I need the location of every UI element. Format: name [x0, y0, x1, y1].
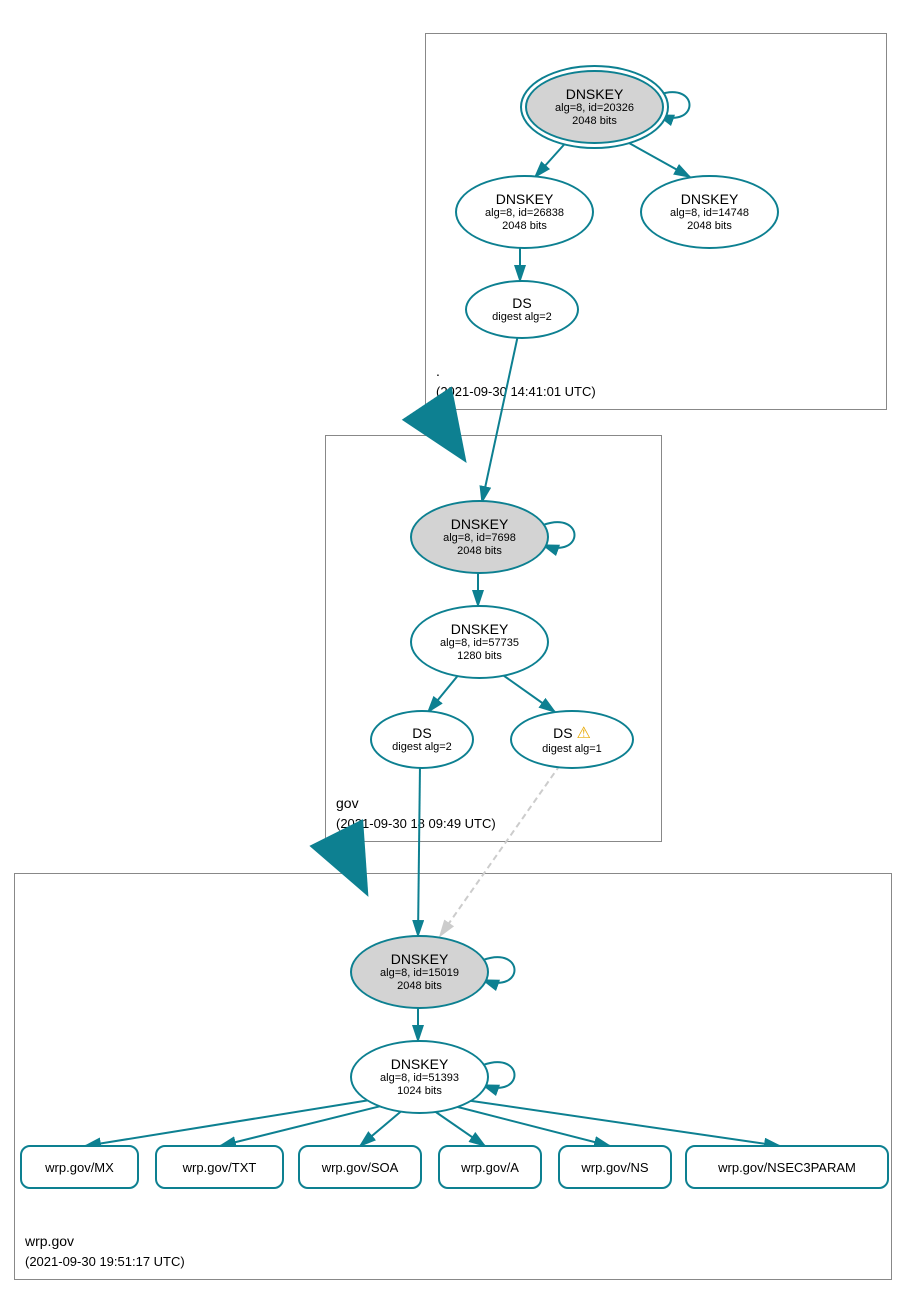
node-root-ksk: DNSKEY alg=8, id=20326 2048 bits — [525, 70, 664, 144]
zone-gov-timestamp: (2021-09-30 18 09:49 UTC) — [336, 816, 496, 831]
node-sub1: alg=8, id=57735 — [440, 637, 519, 650]
node-gov-ksk: DNSKEY alg=8, id=7698 2048 bits — [410, 500, 549, 574]
node-sub2: 1280 bits — [457, 650, 502, 663]
node-sub2: 2048 bits — [572, 115, 617, 128]
node-title: DS — [412, 725, 431, 741]
node-sub1: alg=8, id=51393 — [380, 1072, 459, 1085]
node-title: DNSKEY — [451, 516, 509, 532]
node-root-ds: DS digest alg=2 — [465, 280, 579, 339]
node-gov-zsk: DNSKEY alg=8, id=57735 1280 bits — [410, 605, 549, 679]
node-rr-nsec3: wrp.gov/NSEC3PARAM — [685, 1145, 889, 1189]
zone-wrp-label: wrp.gov — [25, 1233, 74, 1249]
warning-icon: ⚠ — [577, 723, 591, 743]
node-root-zsk1: DNSKEY alg=8, id=26838 2048 bits — [455, 175, 594, 249]
node-sub2: 2048 bits — [687, 220, 732, 233]
node-rr-mx: wrp.gov/MX — [20, 1145, 139, 1189]
node-sub1: alg=8, id=14748 — [670, 207, 749, 220]
node-title: DNSKEY — [496, 191, 554, 207]
zone-root-timestamp: (2021-09-30 14:41:01 UTC) — [436, 384, 596, 399]
node-sub2: 2048 bits — [502, 220, 547, 233]
node-wrp-zsk: DNSKEY alg=8, id=51393 1024 bits — [350, 1040, 489, 1114]
node-sub1: alg=8, id=7698 — [443, 532, 516, 545]
rr-label: wrp.gov/A — [461, 1160, 519, 1175]
node-sub1: alg=8, id=26838 — [485, 207, 564, 220]
node-sub1: digest alg=2 — [392, 741, 452, 754]
node-wrp-ksk: DNSKEY alg=8, id=15019 2048 bits — [350, 935, 489, 1009]
node-title: DS — [512, 295, 531, 311]
node-rr-txt: wrp.gov/TXT — [155, 1145, 284, 1189]
node-rr-a: wrp.gov/A — [438, 1145, 542, 1189]
node-title: DNSKEY — [681, 191, 739, 207]
rr-label: wrp.gov/NSEC3PARAM — [718, 1160, 856, 1175]
node-sub2: 1024 bits — [397, 1085, 442, 1098]
rr-label: wrp.gov/TXT — [183, 1160, 257, 1175]
node-sub2: 2048 bits — [397, 980, 442, 993]
node-root-zsk2: DNSKEY alg=8, id=14748 2048 bits — [640, 175, 779, 249]
rr-label: wrp.gov/MX — [45, 1160, 114, 1175]
node-title: DS — [553, 725, 572, 741]
node-sub1: digest alg=2 — [492, 311, 552, 324]
node-rr-ns: wrp.gov/NS — [558, 1145, 672, 1189]
node-gov-ds2: DS ⚠ digest alg=1 — [510, 710, 634, 769]
node-rr-soa: wrp.gov/SOA — [298, 1145, 422, 1189]
node-sub1: alg=8, id=15019 — [380, 967, 459, 980]
node-sub1: digest alg=1 — [542, 743, 602, 756]
node-title: DNSKEY — [566, 86, 624, 102]
zone-gov-label: gov — [336, 795, 359, 811]
node-sub2: 2048 bits — [457, 545, 502, 558]
node-gov-ds1: DS digest alg=2 — [370, 710, 474, 769]
node-title: DNSKEY — [391, 1056, 449, 1072]
node-title: DNSKEY — [391, 951, 449, 967]
rr-label: wrp.gov/NS — [581, 1160, 648, 1175]
node-title: DNSKEY — [451, 621, 509, 637]
node-sub1: alg=8, id=20326 — [555, 102, 634, 115]
zone-wrp-timestamp: (2021-09-30 19:51:17 UTC) — [25, 1254, 185, 1269]
zone-root-label: . — [436, 363, 440, 379]
rr-label: wrp.gov/SOA — [322, 1160, 399, 1175]
